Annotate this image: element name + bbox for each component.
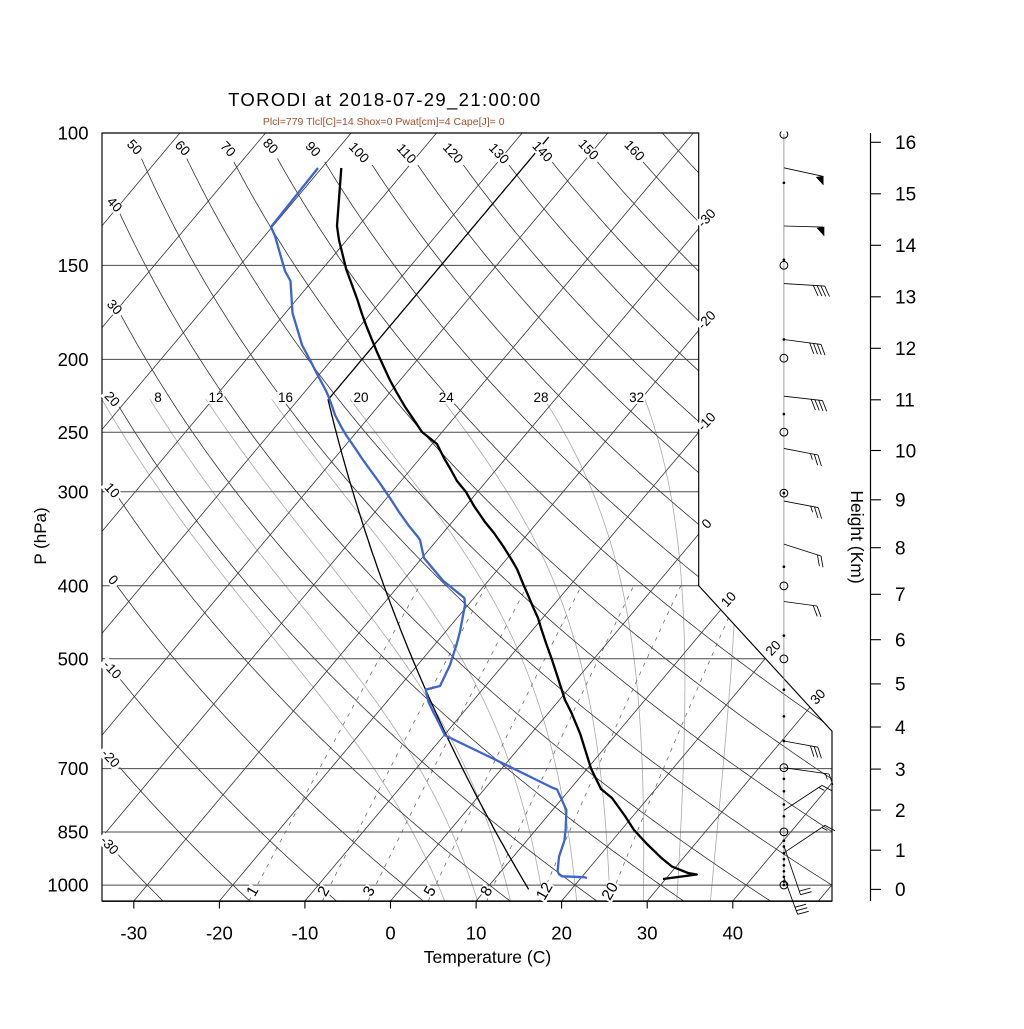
svg-text:10: 10 xyxy=(466,923,487,944)
svg-text:400: 400 xyxy=(58,575,89,596)
svg-text:30: 30 xyxy=(637,923,658,944)
svg-text:200: 200 xyxy=(58,349,89,370)
svg-text:9: 9 xyxy=(895,491,906,512)
svg-text:150: 150 xyxy=(58,255,89,276)
svg-text:16: 16 xyxy=(895,133,916,154)
svg-text:-20: -20 xyxy=(206,923,233,944)
svg-text:300: 300 xyxy=(58,481,89,502)
svg-text:40: 40 xyxy=(723,923,744,944)
svg-text:1: 1 xyxy=(895,841,906,862)
svg-text:24: 24 xyxy=(439,390,455,405)
svg-text:Height (Km): Height (Km) xyxy=(847,490,867,583)
svg-text:30: 30 xyxy=(807,686,828,707)
svg-text:5: 5 xyxy=(895,675,906,696)
svg-text:10: 10 xyxy=(102,480,123,501)
svg-text:-30: -30 xyxy=(120,923,147,944)
svg-text:500: 500 xyxy=(58,648,89,669)
svg-text:80: 80 xyxy=(260,135,281,156)
svg-text:850: 850 xyxy=(58,822,89,843)
svg-text:30: 30 xyxy=(104,296,125,317)
svg-text:12: 12 xyxy=(533,880,556,903)
svg-text:700: 700 xyxy=(58,758,89,779)
svg-text:20: 20 xyxy=(763,637,784,658)
svg-text:70: 70 xyxy=(217,138,238,159)
svg-text:40: 40 xyxy=(104,194,125,215)
svg-text:0: 0 xyxy=(895,880,906,901)
svg-text:90: 90 xyxy=(302,138,323,159)
svg-text:28: 28 xyxy=(533,390,548,405)
svg-text:10: 10 xyxy=(895,441,916,462)
svg-text:60: 60 xyxy=(172,137,193,158)
svg-text:16: 16 xyxy=(278,390,293,405)
svg-text:20: 20 xyxy=(551,923,572,944)
svg-text:P (hPa): P (hPa) xyxy=(31,507,50,564)
svg-text:TORODI at 2018-07-29_21:00:00: TORODI at 2018-07-29_21:00:00 xyxy=(228,89,541,111)
svg-text:6: 6 xyxy=(895,631,906,652)
svg-text:14: 14 xyxy=(895,236,917,257)
svg-text:20: 20 xyxy=(353,390,368,405)
svg-text:12: 12 xyxy=(895,339,916,360)
svg-text:-10: -10 xyxy=(292,923,319,944)
svg-text:3: 3 xyxy=(895,760,906,781)
svg-text:12: 12 xyxy=(208,390,223,405)
svg-text:1000: 1000 xyxy=(47,875,88,896)
svg-text:2: 2 xyxy=(895,801,906,822)
svg-text:20: 20 xyxy=(599,879,623,903)
svg-text:15: 15 xyxy=(895,185,916,206)
svg-text:13: 13 xyxy=(895,288,916,309)
svg-text:100: 100 xyxy=(58,123,89,144)
svg-text:32: 32 xyxy=(629,390,644,405)
svg-text:8: 8 xyxy=(154,390,162,405)
svg-text:11: 11 xyxy=(895,391,915,412)
svg-text:50: 50 xyxy=(124,136,145,157)
svg-text:Temperature (C): Temperature (C) xyxy=(424,947,551,967)
svg-text:250: 250 xyxy=(58,422,89,443)
svg-text:4: 4 xyxy=(895,718,906,739)
svg-text:0: 0 xyxy=(385,923,395,944)
svg-text:8: 8 xyxy=(895,539,906,560)
svg-text:7: 7 xyxy=(895,585,906,606)
svg-text:10: 10 xyxy=(718,589,739,610)
svg-text:Plcl=779 Tlcl[C]=14 Shox=0 Pwa: Plcl=779 Tlcl[C]=14 Shox=0 Pwat[cm]=4 Ca… xyxy=(263,116,505,128)
svg-text:20: 20 xyxy=(102,388,123,409)
